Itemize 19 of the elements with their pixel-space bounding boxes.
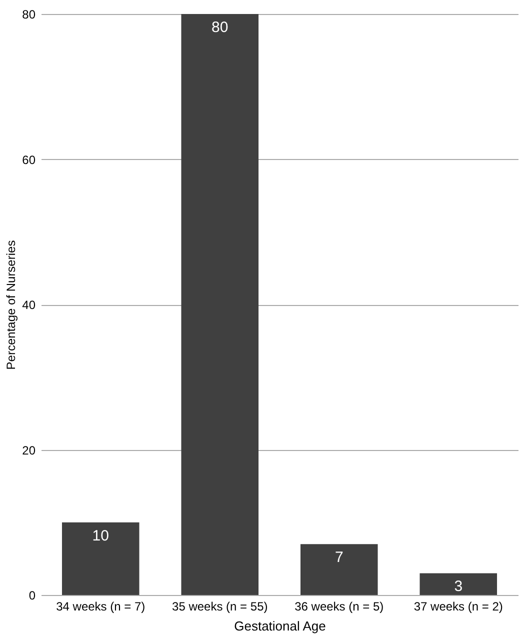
- x-tick-label: 35 weeks (n = 55): [172, 600, 268, 614]
- data-label: 10: [92, 527, 109, 544]
- y-tick-label: 20: [22, 443, 36, 458]
- bar: [181, 14, 259, 595]
- x-axis-title: Gestational Age: [234, 618, 326, 634]
- y-tick-label: 80: [22, 8, 36, 22]
- x-tick-label: 37 weeks (n = 2): [414, 600, 503, 614]
- x-tick-label: 34 weeks (n = 7): [56, 600, 146, 614]
- data-label: 3: [454, 578, 463, 596]
- data-label: 80: [212, 19, 228, 36]
- data-label: 7: [334, 549, 344, 566]
- bar: [300, 544, 378, 595]
- y-tick-label: 40: [22, 298, 36, 312]
- y-axis-title: Percentage of Nurseries: [4, 240, 18, 370]
- bar: [420, 573, 498, 595]
- y-tick-label: 0: [28, 588, 36, 602]
- x-tick-label: 36 weeks (n = 5): [294, 600, 384, 614]
- bar: [62, 522, 140, 595]
- y-tick-label: 60: [22, 152, 36, 167]
